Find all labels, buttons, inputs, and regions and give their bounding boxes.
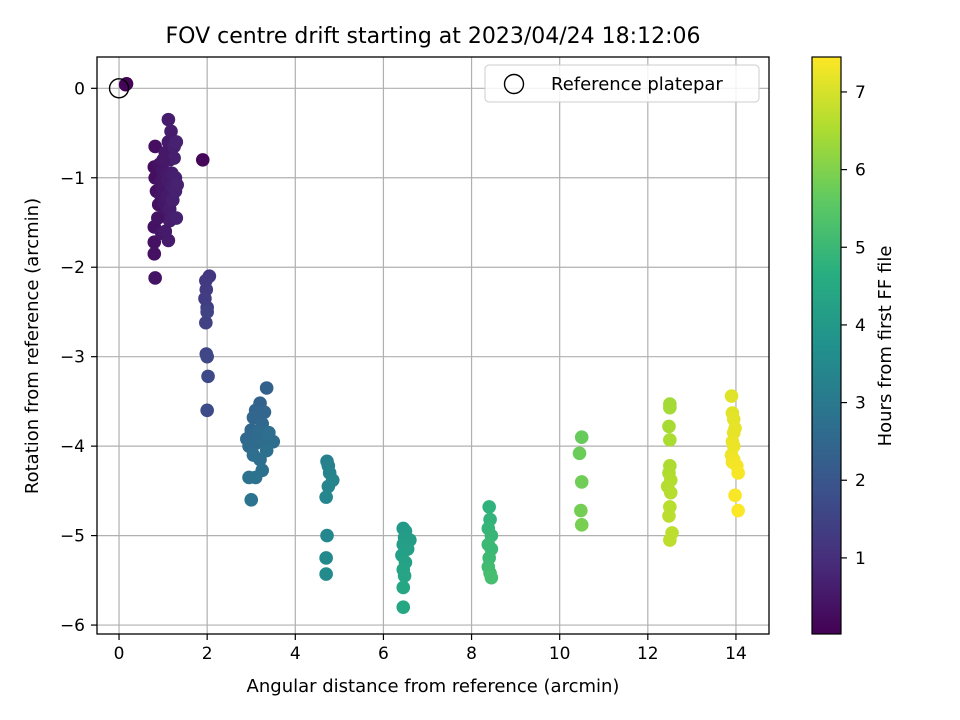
- colorbar-label: Hours from first FF file: [875, 246, 896, 447]
- data-point: [169, 211, 184, 225]
- data-point: [244, 493, 259, 507]
- colorbar-tick-label: 2: [855, 471, 866, 491]
- data-point: [397, 569, 412, 583]
- data-point: [662, 509, 676, 523]
- data-point: [147, 235, 162, 249]
- legend-marker-icon: [503, 73, 525, 95]
- y-axis-ticks: 0 −1 −2 −3 −4 −5 −6: [60, 79, 97, 636]
- data-point: [663, 433, 677, 447]
- data-point: [167, 151, 181, 165]
- x-tick-label: 8: [466, 644, 477, 664]
- data-point: [118, 77, 133, 92]
- x-tick-label: 2: [202, 644, 213, 664]
- data-point: [319, 567, 333, 581]
- x-axis-ticks: 0 2 4 6 8 10 12 14: [114, 634, 747, 664]
- legend-box: [484, 64, 760, 103]
- reference-point: [108, 78, 130, 99]
- data-point: [319, 490, 333, 504]
- data-point: [574, 430, 589, 444]
- data-point: [319, 551, 333, 565]
- x-axis-label: Angular distance from reference (arcmin): [247, 676, 620, 697]
- data-point: [663, 533, 677, 547]
- y-tick-label: −6: [60, 616, 85, 636]
- data-point: [169, 135, 184, 149]
- data-point: [574, 503, 588, 518]
- data-point: [200, 403, 214, 418]
- plot-frame: [96, 56, 770, 635]
- legend: Reference platepar: [484, 64, 760, 103]
- colorbar-tick-label: 1: [855, 549, 866, 569]
- data-point: [663, 485, 678, 500]
- data-point: [195, 153, 210, 167]
- y-tick-label: −4: [60, 437, 85, 457]
- data-point: [482, 500, 496, 514]
- data-point: [663, 400, 677, 415]
- data-point: [156, 153, 170, 167]
- y-tick-label: −2: [60, 258, 85, 278]
- colorbar-tick-label: 7: [855, 83, 866, 103]
- data-point: [200, 305, 214, 319]
- data-point: [731, 503, 745, 518]
- x-tick-label: 14: [725, 644, 747, 664]
- data-point: [731, 466, 745, 480]
- data-point: [262, 425, 276, 440]
- data-point: [259, 443, 274, 458]
- data-point: [724, 389, 739, 403]
- reference-marker: [108, 78, 130, 99]
- data-point: [200, 349, 214, 364]
- legend-entry-reference: Reference platepar: [551, 74, 723, 95]
- data-point: [325, 473, 340, 487]
- data-point: [484, 570, 499, 585]
- data-point: [248, 470, 263, 485]
- x-tick-label: 6: [378, 644, 389, 664]
- data-point: [259, 381, 274, 395]
- colorbar-tick-label: 3: [855, 394, 866, 414]
- grid: [97, 57, 769, 634]
- x-tick-label: 0: [114, 644, 125, 664]
- colorbar-tick-label: 6: [855, 161, 866, 181]
- chart-title: FOV centre drift starting at 2023/04/24 …: [166, 24, 701, 49]
- data-point: [251, 425, 265, 440]
- data-point: [574, 475, 589, 489]
- y-tick-label: −3: [60, 348, 85, 368]
- y-axis-label: Rotation from reference (arcmin): [22, 198, 43, 494]
- data-point: [161, 112, 176, 127]
- colorbar-tick-label: 5: [855, 238, 866, 258]
- data-point: [164, 124, 178, 139]
- colorbar-ticks: 1 2 3 4 5 6 7: [841, 83, 866, 569]
- data-point: [201, 369, 215, 384]
- y-tick-label: 0: [74, 79, 85, 99]
- data-point: [396, 580, 411, 595]
- data-point: [396, 600, 411, 614]
- colorbar-gradient: [811, 56, 842, 635]
- data-point: [662, 419, 676, 434]
- data-points: [118, 77, 745, 614]
- data-point: [170, 178, 184, 192]
- x-tick-label: 4: [290, 644, 301, 664]
- y-tick-label: −5: [60, 527, 85, 547]
- data-point: [728, 488, 742, 503]
- x-tick-label: 10: [549, 644, 571, 664]
- y-tick-label: −1: [60, 169, 85, 189]
- data-point: [147, 247, 162, 261]
- x-tick-label: 12: [637, 644, 659, 664]
- data-point: [151, 211, 165, 225]
- data-point: [148, 139, 162, 154]
- data-point: [148, 271, 162, 285]
- colorbar: 1 2 3 4 5 6 7 Hours from first FF file: [811, 56, 896, 635]
- data-point: [320, 528, 334, 543]
- data-point: [158, 224, 173, 239]
- data-point: [257, 405, 272, 419]
- colorbar-tick-label: 4: [855, 316, 866, 336]
- data-point: [199, 315, 213, 330]
- data-point: [574, 518, 589, 532]
- data-point: [572, 446, 587, 461]
